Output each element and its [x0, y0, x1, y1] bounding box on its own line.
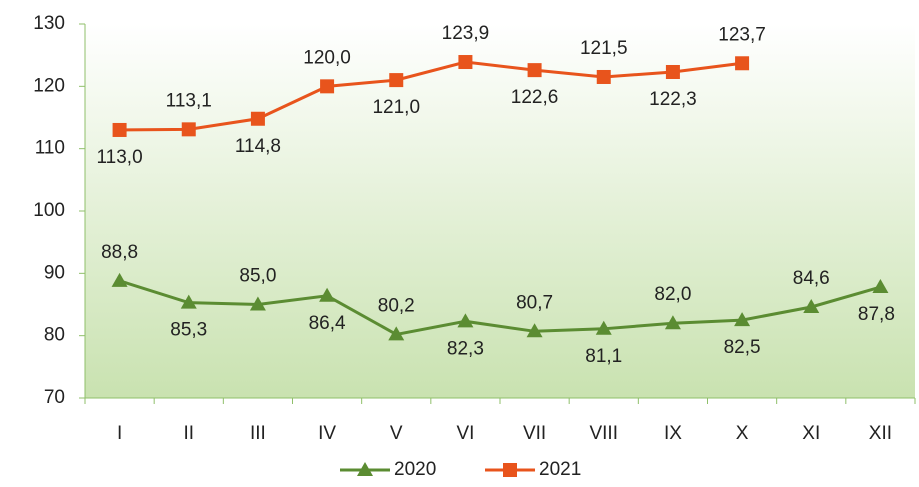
point	[734, 312, 751, 327]
point	[319, 287, 336, 302]
point	[320, 79, 335, 94]
data-label: 121,5	[580, 38, 628, 59]
data-label: 113,0	[97, 147, 143, 168]
point	[250, 111, 265, 126]
y-tick-label: 130	[33, 13, 65, 34]
data-label: 113,1	[166, 90, 212, 111]
data-label: 84,6	[793, 268, 830, 289]
x-tick-label: VIII	[589, 423, 618, 444]
point	[664, 315, 681, 330]
y-tick-label: 90	[44, 262, 65, 283]
data-label: 80,2	[378, 295, 415, 316]
data-label: 120,0	[303, 47, 351, 68]
point	[388, 326, 405, 341]
point	[249, 296, 266, 311]
data-label: 82,0	[654, 284, 691, 305]
x-tick-label: IX	[664, 423, 682, 444]
data-label: 114,8	[235, 136, 281, 157]
legend-label: 2020	[394, 459, 436, 480]
point	[112, 122, 127, 137]
x-tick-label: X	[736, 423, 749, 444]
y-tick-label: 100	[33, 200, 65, 221]
legend-marker	[503, 463, 517, 477]
y-tick-label: 80	[44, 325, 65, 346]
data-label: 88,8	[101, 242, 138, 263]
point	[458, 55, 473, 70]
y-tick-label: 120	[33, 75, 65, 96]
data-label: 85,0	[239, 266, 276, 287]
point	[665, 64, 680, 79]
data-label: 123,7	[718, 24, 766, 45]
data-label: 121,0	[372, 97, 420, 118]
data-label: 82,3	[447, 338, 484, 359]
point	[526, 323, 543, 338]
data-label: 122,3	[649, 89, 697, 110]
legend-marker	[357, 462, 373, 476]
series-line	[119, 279, 881, 336]
point	[735, 56, 750, 71]
x-tick-label: VII	[523, 423, 546, 444]
x-tick-label: XII	[869, 423, 892, 444]
point	[527, 63, 542, 78]
point	[181, 122, 196, 137]
point	[111, 272, 128, 287]
x-tick-label: II	[183, 423, 194, 444]
point	[389, 73, 404, 88]
point	[457, 313, 474, 328]
x-tick-label: III	[250, 423, 266, 444]
data-label: 122,6	[511, 87, 559, 108]
point	[596, 69, 611, 84]
x-tick-label: VI	[456, 423, 474, 444]
data-label: 86,4	[309, 313, 346, 334]
data-label: 87,8	[858, 304, 895, 325]
data-label: 85,3	[170, 320, 207, 341]
plot-area	[85, 24, 915, 398]
y-tick-label: 110	[35, 138, 65, 159]
legend-label: 2021	[539, 459, 581, 480]
point	[872, 279, 889, 294]
data-label: 82,5	[724, 337, 761, 358]
x-tick-label: IV	[318, 423, 336, 444]
data-label: 123,9	[442, 23, 490, 44]
x-tick-label: I	[117, 423, 122, 444]
point	[803, 298, 820, 313]
point	[180, 294, 197, 309]
series-line	[119, 60, 743, 132]
y-tick-label: 70	[44, 387, 65, 408]
x-tick-label: V	[390, 423, 403, 444]
data-label: 80,7	[516, 292, 553, 313]
x-tick-label: XI	[802, 423, 820, 444]
data-label: 81,1	[585, 346, 622, 367]
point	[595, 320, 612, 335]
